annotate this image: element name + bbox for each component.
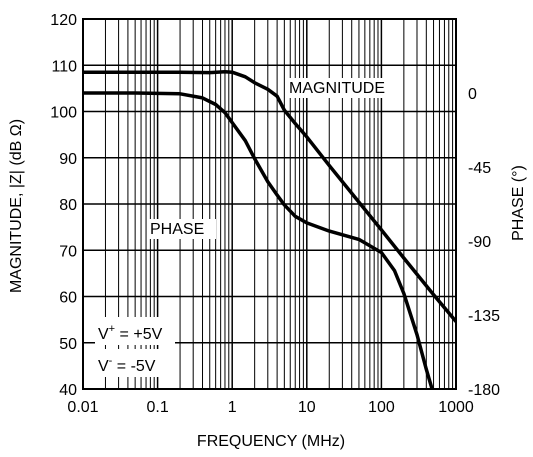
vplus-condition: V+ = +5V [98, 323, 163, 343]
y2-tick-label: -90 [468, 234, 491, 251]
y-tick-label: 90 [59, 151, 77, 168]
series-line-phase [83, 91, 434, 389]
y-tick-label: 40 [59, 382, 77, 399]
vplus-condition-bg [95, 317, 175, 345]
y-tick-label: 120 [50, 12, 77, 29]
y-axis-label: MAGNITUDE, |Z| (dB Ω) [8, 119, 25, 293]
y2-tick-label: -180 [468, 382, 500, 399]
y-tick-label: 70 [59, 243, 77, 260]
x-tick-label: 0.1 [146, 399, 168, 416]
y-tick-label: 110 [51, 58, 77, 75]
x-tick-label: 1000 [438, 399, 474, 416]
x-tick-label: 0.01 [67, 399, 98, 416]
x-tick-label: 1 [228, 399, 237, 416]
plot-frame [82, 18, 457, 390]
annotations: MAGNITUDE PHASE V+ = +5V V- = -5V [95, 78, 403, 377]
y2-axis-label: PHASE (°) [510, 165, 527, 241]
y-tick-label: 50 [59, 336, 77, 353]
y-tick-label: 100 [50, 105, 77, 122]
x-tick-label: 100 [368, 399, 395, 416]
y-tick-label: 80 [59, 197, 77, 214]
vminus-condition-bg [95, 349, 175, 377]
series-line-magnitude [83, 69, 456, 324]
y2-tick-label: 0 [468, 86, 477, 103]
magnitude-annotation-bg [286, 78, 403, 98]
y2-tick-label: -135 [468, 308, 500, 325]
x-axis-label: FREQUENCY (MHz) [197, 433, 345, 450]
series-layer [83, 69, 456, 389]
vminus-condition: V- = -5V [98, 355, 156, 375]
tick-labels: 0.01 0.1 1 10 100 10004050607080901001101200-… [50, 12, 500, 416]
phase-annotation: PHASE [150, 221, 204, 238]
phase-annotation-bg [147, 219, 216, 239]
x-tick-label: 10 [298, 399, 316, 416]
magnitude-annotation: MAGNITUDE [289, 80, 385, 97]
y-tick-label: 60 [59, 290, 77, 307]
y2-tick-label: -45 [468, 160, 491, 177]
